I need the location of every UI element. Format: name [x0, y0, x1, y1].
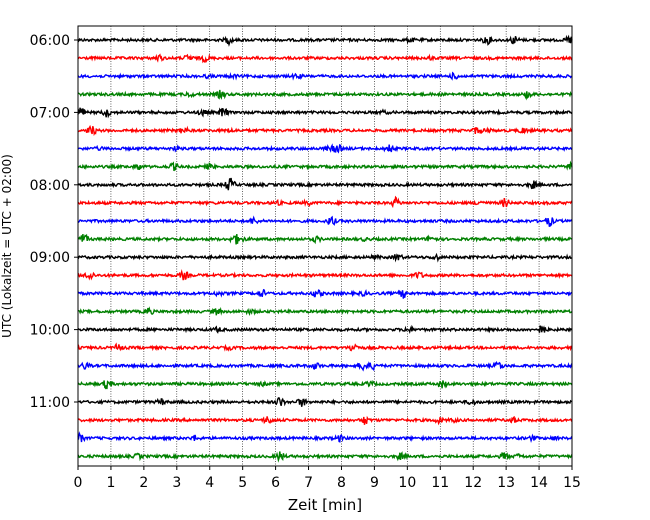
- trace-1145: [77, 451, 573, 463]
- trace-0900: [77, 252, 573, 263]
- trace-0745: [77, 160, 573, 172]
- trace-1100: [77, 397, 573, 407]
- y-tick-label: 11:00: [30, 395, 70, 411]
- trace-0930: [77, 288, 573, 299]
- x-tick-label: 9: [370, 475, 379, 491]
- y-tick-label: 08:00: [30, 178, 70, 194]
- y-tick-label: 09:00: [30, 250, 70, 266]
- trace-0830: [77, 215, 573, 227]
- x-tick-label: 14: [530, 475, 548, 491]
- x-tick-label: 7: [304, 475, 313, 491]
- x-tick-label: 3: [172, 475, 181, 491]
- grid-lines: [110, 26, 540, 466]
- trace-0600: [77, 34, 573, 47]
- x-tick-label: 2: [139, 475, 148, 491]
- trace-1130: [77, 431, 573, 444]
- trace-1015: [77, 342, 573, 352]
- trace-0915: [77, 269, 573, 281]
- x-tick-label: 1: [106, 475, 115, 491]
- trace-1045: [77, 380, 573, 390]
- trace-0800: [77, 177, 573, 191]
- x-tick-label: 15: [563, 475, 581, 491]
- trace-0715: [77, 124, 573, 137]
- x-tick-label: 6: [271, 475, 280, 491]
- y-axis: 06:00 07:00 08:00 09:00 10:00 11:00: [30, 33, 78, 411]
- x-axis: 0 1 2 3 4 5 6 7 8 9 10 11 12 13 14 15: [74, 466, 581, 491]
- trace-0700: [77, 107, 573, 119]
- trace-0645: [77, 89, 573, 101]
- trace-0615: [77, 53, 573, 64]
- seismic-traces: [77, 34, 573, 463]
- y-tick-label: 07:00: [30, 105, 70, 121]
- x-tick-label: 10: [398, 475, 416, 491]
- x-tick-label: 11: [431, 475, 449, 491]
- x-axis-label: Zeit [min]: [288, 496, 362, 514]
- y-tick-label: 06:00: [30, 33, 70, 49]
- trace-0945: [77, 306, 573, 317]
- trace-0630: [77, 71, 573, 81]
- x-tick-label: 4: [205, 475, 214, 491]
- trace-1000: [77, 324, 573, 335]
- y-axis-label: UTC (Lokalzeit = UTC + 02:00): [0, 154, 14, 338]
- x-tick-label: 13: [497, 475, 515, 491]
- plot-frame: [77, 25, 573, 467]
- trace-1115: [77, 415, 573, 426]
- trace-0730: [77, 143, 573, 154]
- x-tick-label: 0: [74, 475, 83, 491]
- y-tick-label: 10:00: [30, 323, 70, 339]
- x-tick-label: 8: [337, 475, 346, 491]
- trace-1030: [77, 360, 573, 372]
- trace-0845: [77, 233, 573, 245]
- x-tick-label: 12: [464, 475, 482, 491]
- x-tick-label: 5: [238, 475, 247, 491]
- trace-0815: [77, 195, 573, 209]
